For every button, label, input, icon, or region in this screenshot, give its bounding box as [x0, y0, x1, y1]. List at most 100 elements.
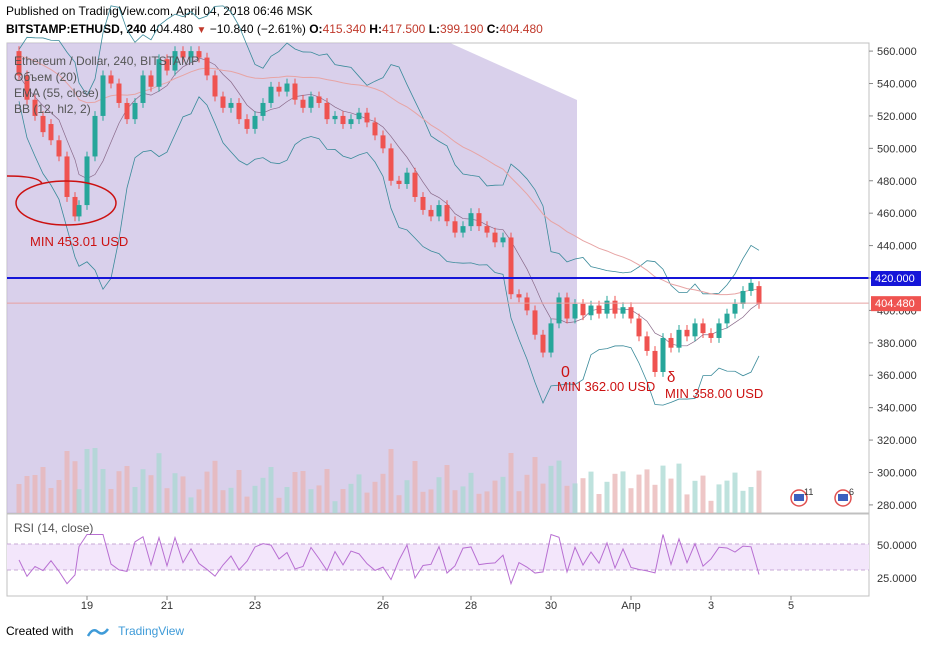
volume-bar — [748, 487, 754, 513]
candle-body — [412, 172, 418, 197]
volume-bar — [428, 489, 434, 513]
event-flag-icon[interactable]: 11 — [790, 487, 813, 507]
volume-bar — [340, 489, 346, 513]
annotation-mark-3: δ — [667, 369, 675, 386]
candle-body — [64, 156, 70, 197]
volume-bar — [292, 472, 298, 513]
candle-body — [100, 75, 106, 116]
svg-text:6: 6 — [849, 487, 854, 497]
volume-bar — [40, 467, 46, 513]
candle-body — [356, 112, 362, 120]
volume-bar — [620, 471, 626, 513]
published-caption: Published on TradingView.com, April 04, … — [6, 4, 313, 18]
volume-bar — [708, 500, 714, 513]
annotation-text-2: MIN 362.00 USD — [557, 379, 655, 394]
candle-body — [524, 297, 530, 311]
volume-bar — [588, 471, 594, 513]
candle-body — [740, 290, 746, 304]
candle-body — [644, 336, 650, 351]
candle-body — [332, 115, 338, 120]
candle-body — [508, 237, 514, 295]
candle-body — [484, 226, 490, 233]
rsi-tick-25: 25.0000 — [877, 573, 917, 585]
time-axis[interactable]: 19 21 23 26 28 30 Апр 3 5 — [81, 596, 794, 612]
x-tick-label: 19 — [81, 600, 93, 612]
rsi-label: RSI (14, close) — [14, 521, 93, 535]
volume-bar — [76, 489, 82, 513]
level-price-label: 420.000 — [871, 271, 921, 286]
close-label: C: — [486, 22, 500, 36]
volume-bar — [444, 465, 450, 513]
svg-text:420.000: 420.000 — [875, 273, 915, 285]
y-tick-label: 460.000 — [877, 208, 917, 220]
candle-body — [556, 297, 562, 324]
candle-body — [532, 310, 538, 335]
candle-body — [236, 102, 242, 120]
candle-body — [48, 124, 54, 141]
candle-body — [692, 323, 698, 337]
volume-bar — [436, 477, 442, 513]
legend-title: Ethereum / Dollar, 240, BITSTAMP — [14, 54, 200, 68]
open-value: 415.340 — [322, 22, 366, 36]
svg-text:404.480: 404.480 — [875, 298, 915, 310]
y-tick-label: 440.000 — [877, 241, 917, 253]
volume-bar — [164, 488, 170, 513]
volume-bar — [636, 474, 642, 513]
candle-body — [612, 300, 618, 314]
volume-bar — [556, 460, 562, 513]
candle-body — [188, 51, 194, 58]
volume-bar — [372, 481, 378, 513]
candle-body — [124, 102, 130, 120]
candle-body — [452, 221, 458, 233]
last-price-label: 404.480 — [871, 296, 921, 312]
volume-bar — [732, 472, 738, 513]
volume-bar — [220, 490, 226, 513]
candle-body — [156, 59, 162, 87]
volume-bar — [660, 465, 666, 513]
volume-bar — [244, 496, 250, 513]
volume-bar — [484, 491, 490, 513]
svg-text:11: 11 — [804, 487, 813, 497]
candle-body — [596, 305, 602, 314]
volume-bar — [380, 473, 386, 513]
volume-bar — [316, 485, 322, 513]
volume-bar — [72, 461, 78, 513]
volume-bar — [260, 477, 266, 513]
candle-body — [260, 102, 266, 116]
y-tick-label: 520.000 — [877, 111, 917, 123]
candle-body — [420, 196, 426, 210]
candle-body — [724, 313, 730, 324]
candle-body — [244, 119, 250, 129]
candle-body — [460, 226, 466, 233]
tradingview-link[interactable]: TradingView — [118, 624, 185, 638]
x-tick-label: 5 — [788, 600, 794, 612]
candle-body — [668, 337, 674, 348]
candle-body — [140, 75, 146, 103]
event-flag-icon[interactable]: 6 — [834, 487, 854, 507]
volume-bar — [308, 489, 314, 513]
volume-bar — [580, 478, 586, 513]
candle-body — [92, 115, 98, 157]
low-label: L: — [428, 22, 441, 36]
y-tick-label: 480.000 — [877, 176, 917, 188]
volume-bar — [236, 470, 242, 513]
candle-body — [252, 115, 258, 129]
volume-bar — [548, 465, 554, 513]
candle-body — [348, 119, 354, 125]
candle-body — [636, 318, 642, 337]
volume-bar — [228, 487, 234, 513]
x-tick-label: 21 — [161, 600, 173, 612]
candle-body — [516, 294, 522, 298]
created-with-text: Created with — [6, 624, 74, 638]
volume-bar — [500, 476, 506, 513]
y-tick-label: 540.000 — [877, 79, 917, 91]
candle-body — [428, 209, 434, 217]
candle-body — [228, 102, 234, 108]
volume-bar — [108, 489, 114, 513]
volume-bar — [668, 478, 674, 513]
x-tick-label: 28 — [465, 600, 477, 612]
candle-body — [572, 303, 578, 319]
bb-lower-line — [18, 96, 760, 406]
candle-body — [204, 57, 210, 76]
